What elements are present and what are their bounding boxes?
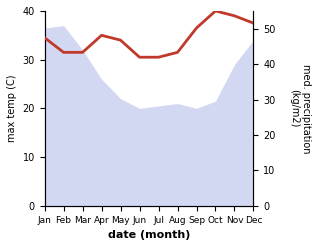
Y-axis label: max temp (C): max temp (C)	[7, 75, 17, 142]
X-axis label: date (month): date (month)	[108, 230, 190, 240]
Y-axis label: med. precipitation
(kg/m2): med. precipitation (kg/m2)	[289, 64, 311, 153]
